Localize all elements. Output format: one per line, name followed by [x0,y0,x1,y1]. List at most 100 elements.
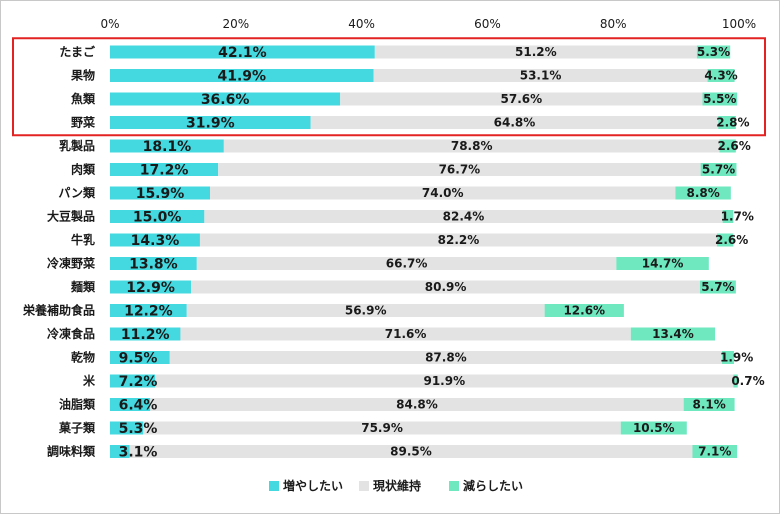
bar-decrease [700,280,736,294]
data-label-decrease: 12.6% [563,304,605,318]
bar-decrease [702,92,738,106]
x-tick-label: 100% [722,17,756,31]
bar-increase [110,186,211,200]
bar-decrease [733,374,738,388]
bar-increase [110,69,374,82]
data-label-maintain: 66.7% [386,257,428,271]
category-label: 菓子類 [58,420,96,435]
bar-decrease [716,233,734,247]
bar-maintain [199,233,717,247]
legend-label: 現状維持 [373,478,421,493]
legend-label: 減らしたい [463,478,523,493]
data-label-decrease: 2.8% [716,116,749,130]
category-label: 栄養補助食品 [22,303,95,318]
bar-increase [110,116,311,129]
x-tick-label: 20% [222,17,249,31]
x-tick-label: 80% [600,17,627,31]
data-label-increase: 15.9% [136,186,185,202]
bar-decrease [620,421,687,435]
data-label-decrease: 1.7% [721,210,754,224]
bar-increase [110,280,192,294]
highlight-box [12,37,766,137]
legend-swatch [449,481,459,491]
data-label-increase: 11.2% [121,327,170,343]
category-label: 米 [83,373,96,388]
bar-decrease [700,163,737,176]
data-label-maintain: 87.8% [425,351,467,365]
category-label: 冷凍野菜 [47,256,95,271]
bar-decrease [683,398,735,411]
bar-increase [110,210,205,223]
bar-maintain [186,304,545,317]
data-label-increase: 12.2% [124,304,173,320]
data-label-maintain: 53.1% [520,69,562,83]
legend-swatch [359,481,369,491]
bar-increase [110,45,375,59]
data-label-maintain: 71.6% [385,327,427,341]
category-label: 牛乳 [71,232,95,247]
data-label-decrease: 4.3% [704,69,737,83]
data-label-increase: 12.9% [126,280,175,296]
bar-maintain [150,398,684,411]
bar-maintain [218,163,701,176]
data-label-decrease: 8.1% [692,398,725,412]
data-label-maintain: 64.8% [494,116,536,130]
category-label: 油脂類 [59,397,96,412]
x-tick-label: 40% [348,17,375,31]
bar-increase [110,139,224,153]
data-label-increase: 18.1% [143,139,192,155]
data-label-increase: 3.1% [119,445,158,461]
bar-decrease [722,210,734,223]
data-label-increase: 41.9% [217,69,266,85]
data-label-maintain: 57.6% [501,92,543,106]
bar-maintain [129,445,693,458]
data-label-decrease: 1.9% [720,351,753,365]
bar-maintain [191,280,701,294]
bar-maintain [204,210,723,223]
bar-decrease [718,116,736,129]
data-label-increase: 13.8% [129,257,178,273]
category-label: 大豆製品 [47,209,95,224]
bar-maintain [310,116,719,129]
bar-maintain [155,374,734,388]
bar-increase [110,351,170,364]
data-label-increase: 9.5% [119,351,158,367]
bar-decrease [544,304,624,317]
x-tick-label: 60% [474,17,501,31]
data-label-decrease: 5.7% [701,280,734,294]
data-label-maintain: 56.9% [345,304,387,318]
category-label: 乳製品 [59,138,95,153]
data-label-increase: 36.6% [201,92,250,108]
bar-maintain [340,92,703,106]
bar-maintain [180,327,631,341]
data-label-decrease: 13.4% [652,327,694,341]
data-label-maintain: 89.5% [390,445,432,459]
bar-maintain [143,421,621,435]
bar-decrease [722,351,734,364]
bar-increase [110,233,200,247]
bar-increase [110,163,219,176]
bar-maintain [374,45,697,59]
bar-increase [110,327,181,341]
bar-maintain [210,186,676,200]
bar-maintain [223,139,720,153]
data-label-decrease: 8.8% [687,186,720,200]
data-label-increase: 7.2% [119,374,158,390]
data-label-increase: 17.2% [140,163,189,179]
bar-increase [110,445,130,458]
data-label-maintain: 80.9% [425,280,467,294]
category-label: たまご [59,44,96,59]
bar-increase [110,421,144,435]
data-label-increase: 6.4% [119,398,158,414]
bar-maintain [196,257,617,270]
data-label-decrease: 0.7% [731,374,764,388]
bar-maintain [169,351,723,364]
data-label-maintain: 51.2% [515,45,557,59]
bar-increase [110,257,197,270]
category-label: 麺類 [70,279,96,294]
data-label-decrease: 7.1% [698,445,731,459]
data-label-maintain: 84.8% [396,398,438,412]
bar-increase [110,92,341,106]
